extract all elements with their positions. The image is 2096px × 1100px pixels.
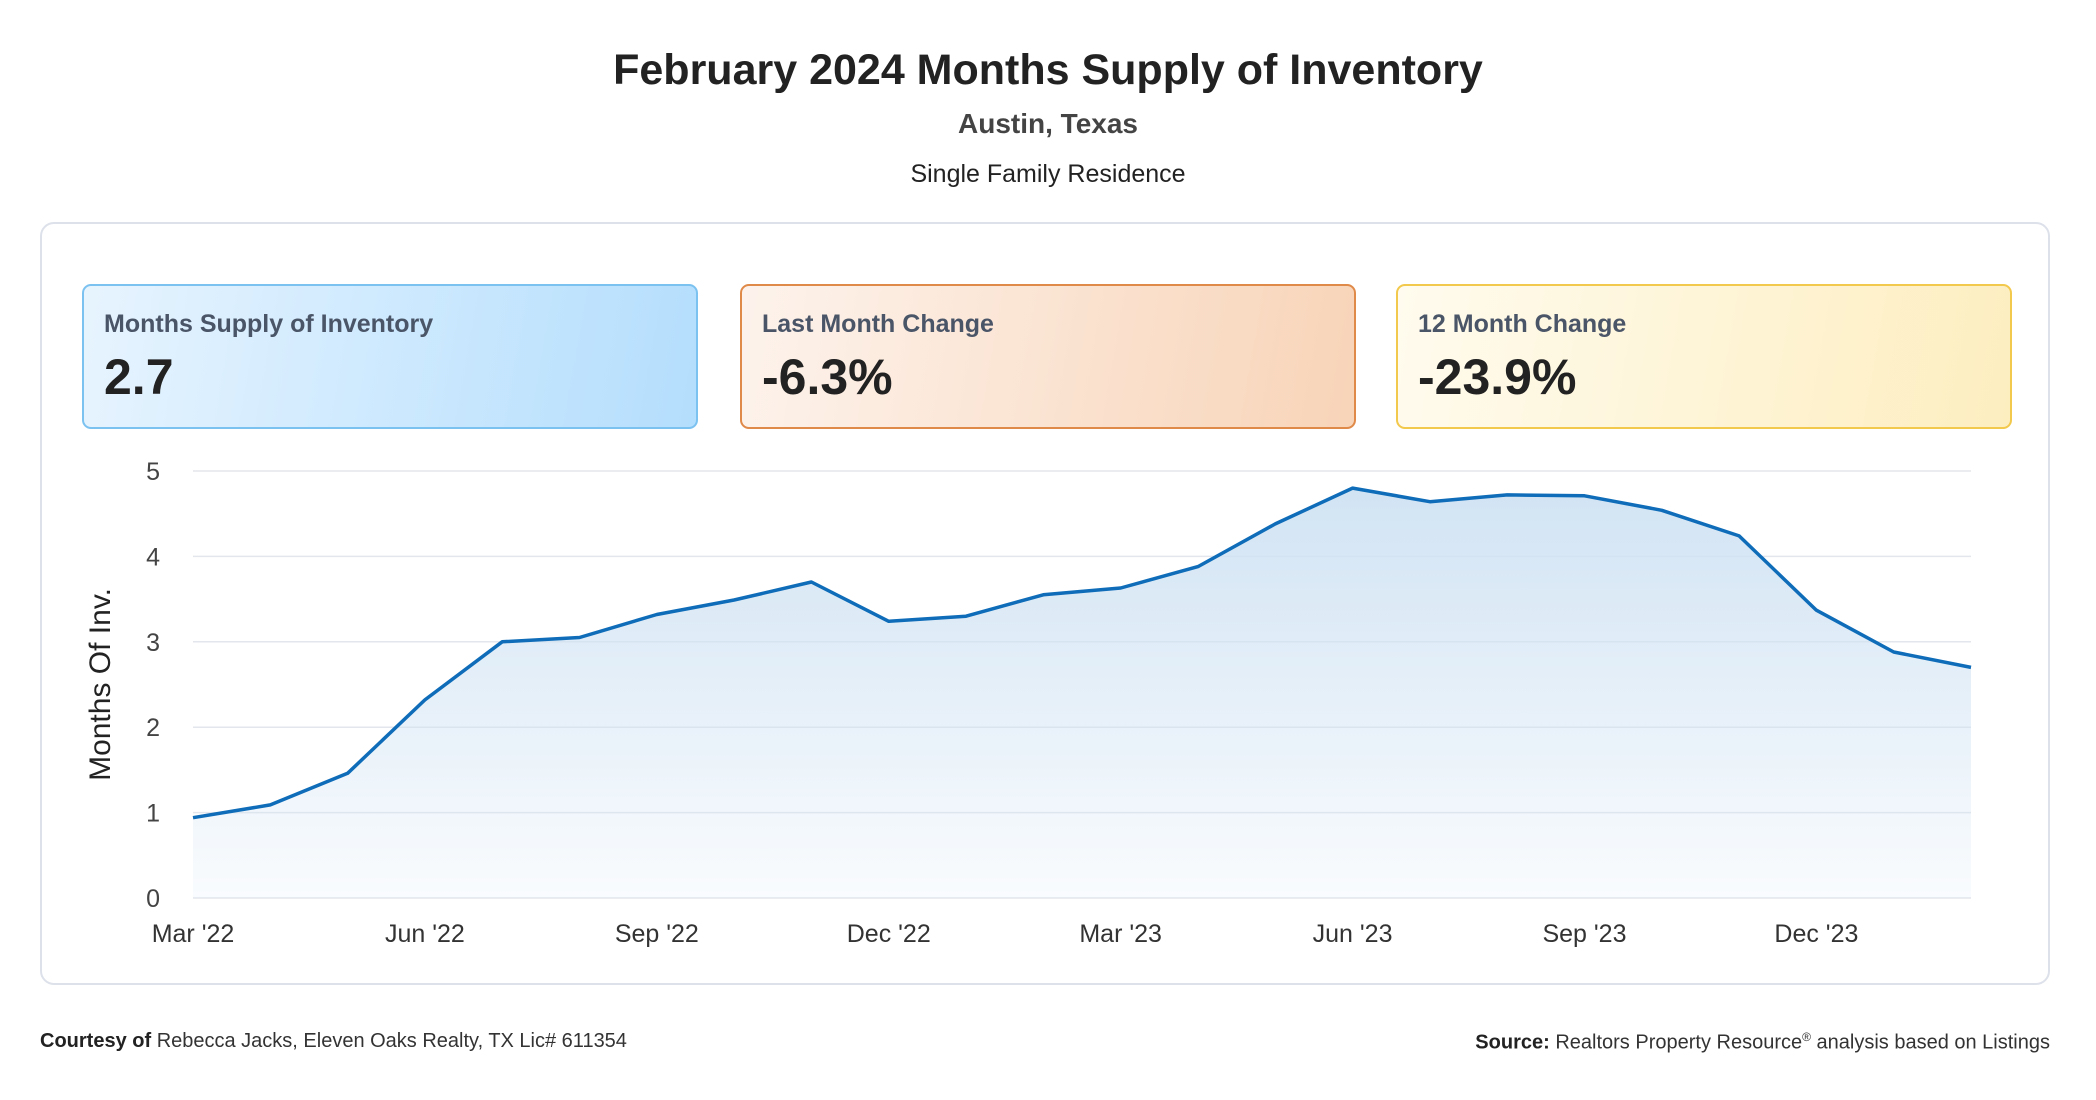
stat-card-value: -6.3% [762,349,893,405]
series-line [192,486,1972,820]
data-point [423,698,427,702]
data-point [1119,586,1123,590]
x-tick-label: Mar '22 [152,920,235,948]
data-point [887,619,891,623]
source-footer: Source: Realtors Property Resource® anal… [1475,1030,2050,1055]
registered-mark: ® [1802,1030,1811,1044]
data-point [1273,522,1277,526]
source-text: Realtors Property Resource [1555,1031,1803,1054]
data-point [1969,665,1973,669]
chart-title: February 2024 Months Supply of Inventory [613,46,1483,94]
y-tick-label: 5 [146,458,160,486]
data-point [1892,650,1896,654]
y-tick-label: 3 [146,629,160,657]
data-point [655,612,659,616]
data-point [578,636,582,640]
data-point [1582,494,1586,498]
y-tick-label: 4 [146,543,160,571]
data-point [1351,486,1355,490]
data-point [1505,493,1509,497]
y-tick-label: 0 [146,885,160,913]
stat-card-label: Last Month Change [762,310,994,338]
x-tick-label: Mar '23 [1079,920,1162,948]
area-fill [193,488,1971,898]
data-point [268,803,272,807]
data-point [1041,593,1045,597]
courtesy-text: Rebecca Jacks, Eleven Oaks Realty, TX Li… [156,1030,627,1052]
chart-property-type: Single Family Residence [910,160,1186,188]
stat-card-12-month-change: 12 Month Change -23.9% [1396,284,2012,429]
stat-card-months-supply: Months Supply of Inventory 2.7 [82,284,698,429]
x-tick-label: Dec '22 [847,920,931,948]
data-point [346,771,350,775]
data-point [191,816,195,820]
data-point [809,580,813,584]
data-point [1428,500,1432,504]
area-chart: 0 1 2 3 4 5 Months Of Inv. Mar '22 Jun '22 Sep '2… [84,458,1973,948]
data-point [500,640,504,644]
y-tick-label: 1 [146,800,160,828]
data-point [1660,508,1664,512]
stat-card-label: Months Supply of Inventory [104,310,434,338]
data-point [732,598,736,602]
source-label: Source: [1475,1031,1550,1054]
y-axis-label: Months Of Inv. [84,588,117,781]
courtesy-footer: Courtesy of Rebecca Jacks, Eleven Oaks R… [40,1030,627,1053]
x-tick-label: Sep '22 [615,920,699,948]
x-tick-label: Sep '23 [1542,920,1626,948]
source-suffix: analysis based on Listings [1816,1031,2050,1054]
x-tick-label: Jun '23 [1313,920,1393,948]
y-tick-label: 2 [146,714,160,742]
courtesy-label: Courtesy of [40,1030,152,1052]
stat-card-value: -23.9% [1418,349,1577,405]
x-tick-label: Dec '23 [1774,920,1858,948]
data-point [964,614,968,618]
data-point [1196,565,1200,569]
stat-card-value: 2.7 [104,349,174,405]
data-point [1814,608,1818,612]
data-point [1737,534,1741,538]
chart-location: Austin, Texas [958,108,1138,139]
x-tick-label: Jun '22 [385,920,465,948]
stat-card-label: 12 Month Change [1418,310,1627,338]
stat-card-last-month-change: Last Month Change -6.3% [740,284,1356,429]
